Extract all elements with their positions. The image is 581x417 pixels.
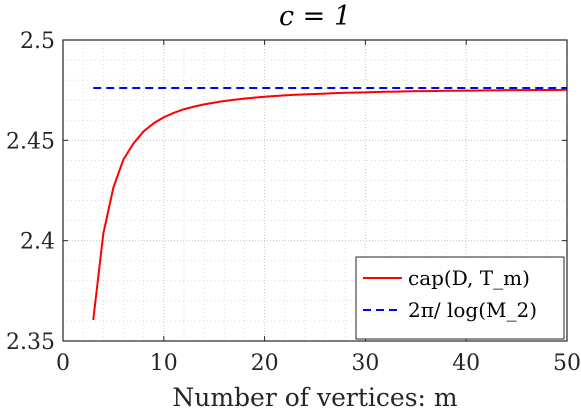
y-tick-label: 2.45 — [6, 129, 55, 154]
x-tick-labels: 0 10 20 30 40 50 — [56, 351, 581, 376]
y-tick-labels: 2.35 2.4 2.45 2.5 — [6, 29, 55, 355]
legend-box — [355, 256, 565, 340]
x-tick-label: 10 — [150, 351, 178, 376]
tick-marks — [62, 39, 568, 342]
x-tick-label: 40 — [452, 351, 480, 376]
x-tick-label: 30 — [351, 351, 379, 376]
legend: cap(D, T_m) 2π/ log(M_2) — [355, 256, 565, 340]
series-layer — [92, 86, 568, 321]
x-tick-label: 20 — [251, 351, 279, 376]
cap-series-line — [92, 88, 568, 321]
y-tick-label: 2.35 — [6, 330, 55, 355]
chart-title: c = 1 — [279, 1, 351, 32]
plot-frame — [62, 39, 568, 342]
legend-label-log-series: 2π/ log(M_2) — [408, 298, 537, 322]
x-tick-label: 50 — [553, 351, 581, 376]
y-tick-label: 2.5 — [20, 29, 55, 54]
y-tick-label: 2.4 — [20, 230, 55, 255]
legend-label-cap-series: cap(D, T_m) — [408, 266, 530, 290]
x-tick-label: 0 — [56, 351, 70, 376]
x-axis-label: Number of vertices: m — [172, 383, 458, 412]
